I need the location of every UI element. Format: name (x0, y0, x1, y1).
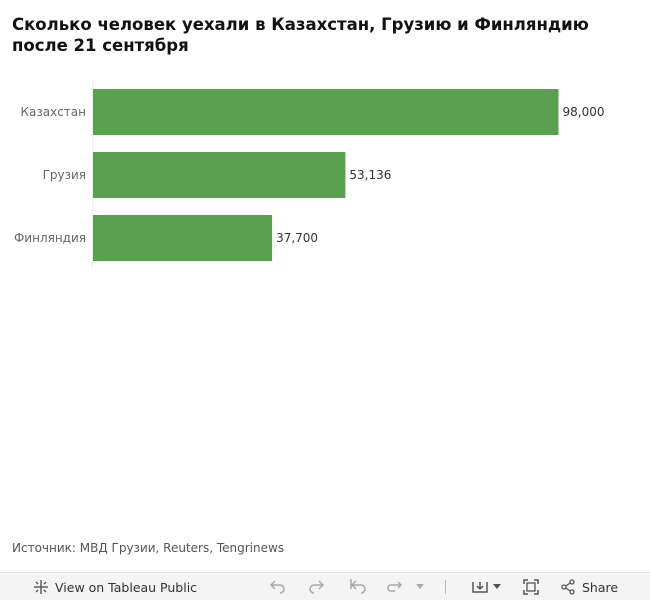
category-label-1: Грузия (43, 168, 86, 182)
tableau-toolbar: View on Tableau Public Share (0, 572, 650, 600)
value-label-1: 53,136 (349, 168, 391, 182)
value-label-2: 37,700 (276, 231, 318, 245)
bar-1[interactable] (93, 152, 346, 198)
bar-2[interactable] (93, 215, 273, 261)
refresh-dropdown-icon[interactable] (416, 573, 424, 600)
bar-chart: Казахстан 98,000 Грузия 53,136 Финляндия 37,7… (14, 80, 605, 270)
share-icon (560, 579, 576, 595)
download-icon (471, 579, 489, 595)
share-label: Share (582, 579, 619, 595)
value-label-0: 98,000 (563, 105, 605, 119)
toolbar-divider (445, 580, 446, 594)
share-button[interactable]: Share (560, 573, 618, 600)
view-on-tableau-button[interactable]: View on Tableau Public (33, 573, 197, 600)
redo-icon[interactable] (308, 573, 326, 600)
fullscreen-icon[interactable] (522, 573, 540, 600)
view-on-tableau-label: View on Tableau Public (55, 579, 198, 595)
source-note: Источник: МВД Грузии, Reuters, Tengrinew… (12, 541, 285, 555)
tableau-icon (33, 579, 49, 595)
download-dropdown-icon (493, 584, 501, 590)
revert-icon[interactable] (348, 573, 366, 600)
category-label-0: Казахстан (21, 105, 87, 119)
undo-icon[interactable] (268, 573, 286, 600)
category-label-2: Финляндия (14, 231, 86, 245)
chart-title: Сколько человек уехали в Казахстан, Груз… (12, 15, 589, 55)
bar-0[interactable] (93, 89, 559, 135)
refresh-icon[interactable] (385, 573, 403, 600)
download-button[interactable] (471, 573, 501, 600)
